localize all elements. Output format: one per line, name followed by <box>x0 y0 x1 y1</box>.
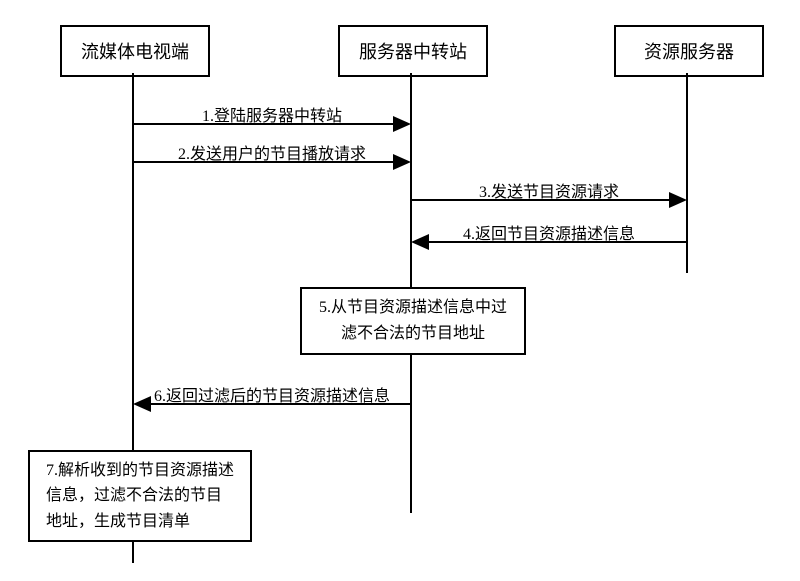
msg1-line <box>133 123 395 125</box>
sequence-diagram: 流媒体电视端 服务器中转站 资源服务器 1.登陆服务器中转站 2.发送用户的节目… <box>0 0 800 581</box>
note5-box: 5.从节目资源描述信息中过滤不合法的节目地址 <box>300 287 526 355</box>
note5-text: 5.从节目资源描述信息中过滤不合法的节目地址 <box>319 295 507 346</box>
actor-client-box: 流媒体电视端 <box>60 25 210 77</box>
msg2-line <box>133 161 395 163</box>
msg4-line <box>427 241 687 243</box>
note7-text: 7.解析收到的节目资源描述信息，过滤不合法的节目地址，生成节目清单 <box>46 458 234 535</box>
actor-server-box: 资源服务器 <box>614 25 764 77</box>
actor-relay-box: 服务器中转站 <box>338 25 488 77</box>
msg3-line <box>411 199 671 201</box>
actor-server-label: 资源服务器 <box>644 38 734 64</box>
msg4-arrow <box>411 234 429 250</box>
msg6-arrow <box>133 396 151 412</box>
msg2-arrow <box>393 154 411 170</box>
msg1-arrow <box>393 116 411 132</box>
actor-client-label: 流媒体电视端 <box>81 38 189 64</box>
note7-box: 7.解析收到的节目资源描述信息，过滤不合法的节目地址，生成节目清单 <box>28 450 252 542</box>
msg3-arrow <box>669 192 687 208</box>
msg6-line <box>149 403 411 405</box>
actor-relay-label: 服务器中转站 <box>359 38 467 64</box>
